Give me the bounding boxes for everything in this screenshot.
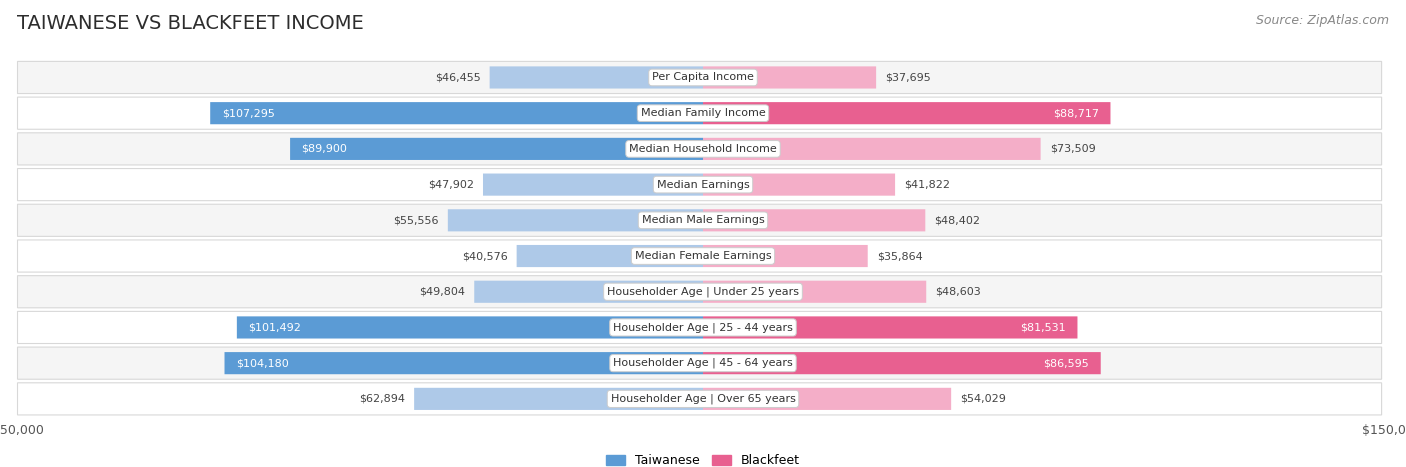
- Text: $73,509: $73,509: [1050, 144, 1095, 154]
- Text: $47,902: $47,902: [427, 180, 474, 190]
- FancyBboxPatch shape: [17, 347, 1382, 379]
- FancyBboxPatch shape: [211, 102, 703, 124]
- FancyBboxPatch shape: [474, 281, 703, 303]
- Text: $37,695: $37,695: [886, 72, 931, 83]
- Text: $101,492: $101,492: [249, 322, 301, 333]
- FancyBboxPatch shape: [17, 133, 1382, 165]
- Text: $48,603: $48,603: [935, 287, 981, 297]
- Text: TAIWANESE VS BLACKFEET INCOME: TAIWANESE VS BLACKFEET INCOME: [17, 14, 364, 33]
- Text: $55,556: $55,556: [394, 215, 439, 225]
- Text: Median Household Income: Median Household Income: [628, 144, 778, 154]
- FancyBboxPatch shape: [415, 388, 703, 410]
- FancyBboxPatch shape: [17, 383, 1382, 415]
- FancyBboxPatch shape: [703, 352, 1101, 374]
- Text: $40,576: $40,576: [461, 251, 508, 261]
- FancyBboxPatch shape: [703, 138, 1040, 160]
- Text: Median Family Income: Median Family Income: [641, 108, 765, 118]
- FancyBboxPatch shape: [703, 174, 896, 196]
- FancyBboxPatch shape: [484, 174, 703, 196]
- Text: $104,180: $104,180: [236, 358, 288, 368]
- Text: $48,402: $48,402: [935, 215, 980, 225]
- FancyBboxPatch shape: [703, 388, 950, 410]
- Text: Source: ZipAtlas.com: Source: ZipAtlas.com: [1256, 14, 1389, 27]
- Text: Householder Age | 25 - 44 years: Householder Age | 25 - 44 years: [613, 322, 793, 333]
- Text: Householder Age | Under 25 years: Householder Age | Under 25 years: [607, 286, 799, 297]
- Text: $88,717: $88,717: [1053, 108, 1099, 118]
- Text: Median Male Earnings: Median Male Earnings: [641, 215, 765, 225]
- Text: Median Female Earnings: Median Female Earnings: [634, 251, 772, 261]
- FancyBboxPatch shape: [17, 240, 1382, 272]
- FancyBboxPatch shape: [290, 138, 703, 160]
- Text: $54,029: $54,029: [960, 394, 1007, 404]
- FancyBboxPatch shape: [703, 281, 927, 303]
- FancyBboxPatch shape: [703, 316, 1077, 339]
- FancyBboxPatch shape: [489, 66, 703, 89]
- FancyBboxPatch shape: [703, 209, 925, 231]
- Text: $86,595: $86,595: [1043, 358, 1090, 368]
- Text: Householder Age | Over 65 years: Householder Age | Over 65 years: [610, 394, 796, 404]
- Text: Householder Age | 45 - 64 years: Householder Age | 45 - 64 years: [613, 358, 793, 368]
- Text: Median Earnings: Median Earnings: [657, 180, 749, 190]
- Legend: Taiwanese, Blackfeet: Taiwanese, Blackfeet: [602, 449, 804, 467]
- FancyBboxPatch shape: [703, 102, 1111, 124]
- Text: $89,900: $89,900: [301, 144, 347, 154]
- FancyBboxPatch shape: [516, 245, 703, 267]
- FancyBboxPatch shape: [449, 209, 703, 231]
- FancyBboxPatch shape: [17, 97, 1382, 129]
- FancyBboxPatch shape: [17, 169, 1382, 201]
- Text: $49,804: $49,804: [419, 287, 465, 297]
- FancyBboxPatch shape: [17, 61, 1382, 93]
- FancyBboxPatch shape: [703, 66, 876, 89]
- FancyBboxPatch shape: [703, 245, 868, 267]
- Text: Per Capita Income: Per Capita Income: [652, 72, 754, 83]
- FancyBboxPatch shape: [225, 352, 703, 374]
- FancyBboxPatch shape: [17, 204, 1382, 236]
- Text: $35,864: $35,864: [877, 251, 922, 261]
- FancyBboxPatch shape: [17, 276, 1382, 308]
- Text: $46,455: $46,455: [434, 72, 481, 83]
- Text: $107,295: $107,295: [222, 108, 274, 118]
- Text: $81,531: $81,531: [1021, 322, 1066, 333]
- Text: $62,894: $62,894: [359, 394, 405, 404]
- FancyBboxPatch shape: [236, 316, 703, 339]
- FancyBboxPatch shape: [17, 311, 1382, 344]
- Text: $41,822: $41,822: [904, 180, 950, 190]
